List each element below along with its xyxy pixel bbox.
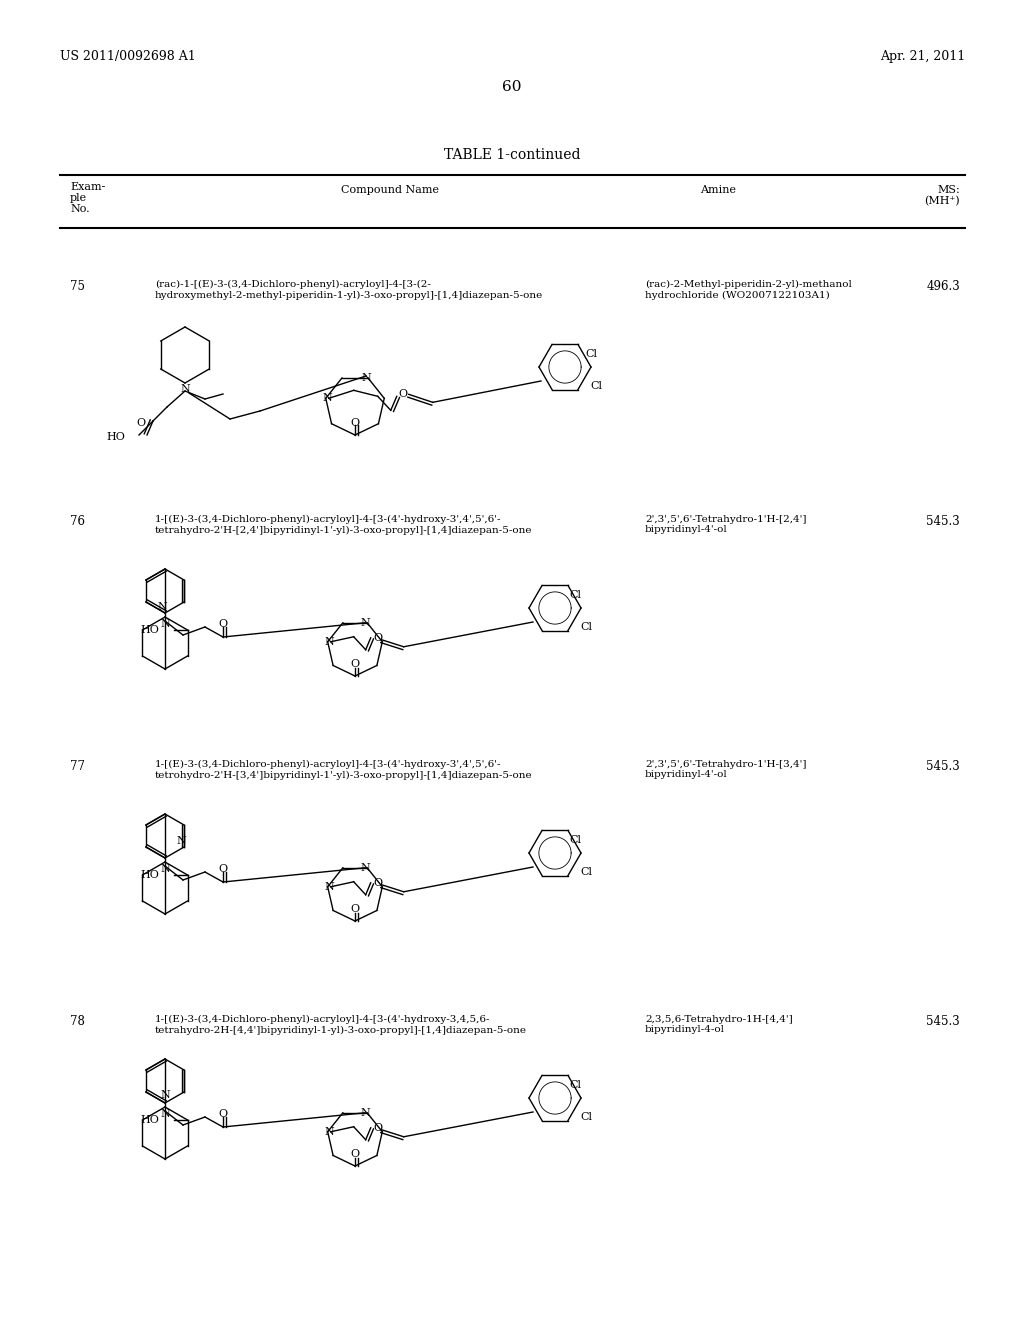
Text: N: N — [160, 1090, 170, 1100]
Text: 1-[(E)-3-(3,4-Dichloro-phenyl)-acryloyl]-4-[3-(4'-hydroxy-3',4',5',6'-
tetrohydr: 1-[(E)-3-(3,4-Dichloro-phenyl)-acryloyl]… — [155, 760, 532, 780]
Text: Apr. 21, 2011: Apr. 21, 2011 — [880, 50, 965, 63]
Text: Compound Name: Compound Name — [341, 185, 439, 195]
Text: O: O — [350, 904, 359, 913]
Text: US 2011/0092698 A1: US 2011/0092698 A1 — [60, 50, 196, 63]
Text: Exam-: Exam- — [70, 182, 105, 191]
Text: (MH⁺): (MH⁺) — [925, 195, 961, 206]
Text: ple: ple — [70, 193, 87, 203]
Text: Cl: Cl — [580, 622, 592, 631]
Text: TABLE 1-continued: TABLE 1-continued — [443, 148, 581, 162]
Text: 1-[(E)-3-(3,4-Dichloro-phenyl)-acryloyl]-4-[3-(4'-hydroxy-3',4',5',6'-
tetrahydr: 1-[(E)-3-(3,4-Dichloro-phenyl)-acryloyl]… — [155, 515, 532, 535]
Text: 78: 78 — [70, 1015, 85, 1028]
Text: Cl: Cl — [580, 866, 592, 876]
Text: HO: HO — [106, 432, 125, 442]
Text: O: O — [398, 389, 408, 400]
Text: 60: 60 — [502, 81, 522, 94]
Text: 77: 77 — [70, 760, 85, 774]
Text: N: N — [160, 619, 170, 630]
Text: N: N — [360, 863, 370, 873]
Text: 496.3: 496.3 — [927, 280, 961, 293]
Text: O: O — [373, 1123, 382, 1133]
Text: N: N — [360, 1107, 370, 1118]
Text: Cl: Cl — [585, 348, 597, 359]
Text: O: O — [218, 865, 227, 874]
Text: O: O — [218, 619, 227, 630]
Text: O: O — [218, 1109, 227, 1119]
Text: O: O — [350, 418, 359, 428]
Text: N: N — [323, 393, 333, 404]
Text: O: O — [373, 632, 382, 643]
Text: HO: HO — [140, 624, 160, 635]
Text: O: O — [373, 878, 382, 888]
Text: HO: HO — [140, 1115, 160, 1125]
Text: 2',3',5',6'-Tetrahydro-1'H-[2,4']
bipyridinyl-4'-ol: 2',3',5',6'-Tetrahydro-1'H-[2,4'] bipyri… — [645, 515, 807, 535]
Text: N: N — [176, 836, 186, 846]
Text: N: N — [325, 1127, 335, 1137]
Text: Cl: Cl — [590, 380, 602, 391]
Text: 545.3: 545.3 — [927, 760, 961, 774]
Text: Cl: Cl — [569, 1080, 581, 1090]
Text: 1-[(E)-3-(3,4-Dichloro-phenyl)-acryloyl]-4-[3-(4'-hydroxy-3,4,5,6-
tetrahydro-2H: 1-[(E)-3-(3,4-Dichloro-phenyl)-acryloyl]… — [155, 1015, 527, 1035]
Text: 545.3: 545.3 — [927, 515, 961, 528]
Text: Amine: Amine — [700, 185, 736, 195]
Text: O: O — [350, 1148, 359, 1159]
Text: N: N — [160, 865, 170, 874]
Text: N: N — [325, 636, 335, 647]
Text: Cl: Cl — [580, 1111, 592, 1122]
Text: N: N — [361, 374, 371, 383]
Text: N: N — [157, 602, 167, 612]
Text: O: O — [350, 659, 359, 669]
Text: 2,3,5,6-Tetrahydro-1H-[4,4']
bipyridinyl-4-ol: 2,3,5,6-Tetrahydro-1H-[4,4'] bipyridinyl… — [645, 1015, 793, 1035]
Text: 2',3',5',6'-Tetrahydro-1'H-[3,4']
bipyridinyl-4'-ol: 2',3',5',6'-Tetrahydro-1'H-[3,4'] bipyri… — [645, 760, 807, 779]
Text: No.: No. — [70, 205, 90, 214]
Text: O: O — [136, 418, 145, 428]
Text: 76: 76 — [70, 515, 85, 528]
Text: N: N — [360, 618, 370, 628]
Text: (rac)-2-Methyl-piperidin-2-yl)-methanol
hydrochloride (WO2007122103A1): (rac)-2-Methyl-piperidin-2-yl)-methanol … — [645, 280, 852, 300]
Text: Cl: Cl — [569, 836, 581, 845]
Text: N: N — [160, 1109, 170, 1119]
Text: (rac)-1-[(E)-3-(3,4-Dichloro-phenyl)-acryloyl]-4-[3-(2-
hydroxymethyl-2-methyl-p: (rac)-1-[(E)-3-(3,4-Dichloro-phenyl)-acr… — [155, 280, 544, 300]
Text: N: N — [180, 384, 189, 393]
Text: HO: HO — [140, 870, 160, 880]
Text: Cl: Cl — [569, 590, 581, 601]
Text: 75: 75 — [70, 280, 85, 293]
Text: 545.3: 545.3 — [927, 1015, 961, 1028]
Text: N: N — [325, 882, 335, 892]
Text: MS:: MS: — [937, 185, 961, 195]
